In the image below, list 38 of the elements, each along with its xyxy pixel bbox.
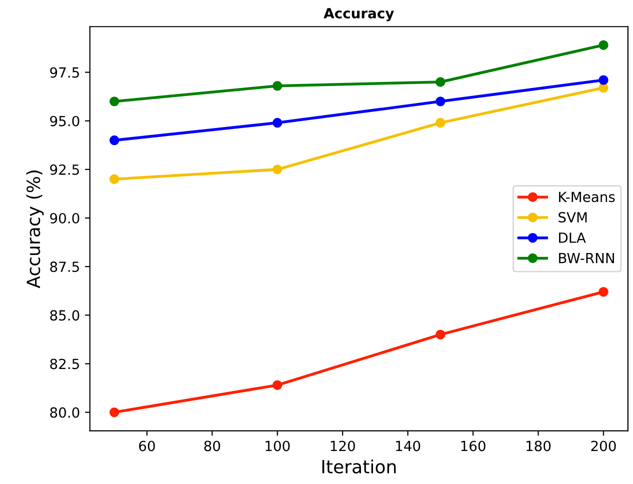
y-tick-label: 82.5 — [50, 358, 79, 370]
x-tick-label: 100 — [266, 440, 290, 452]
y-tick-label: 95.0 — [50, 116, 80, 126]
y-tick-label: 80.0 — [50, 407, 80, 418]
x-tick-label: 140 — [396, 440, 420, 452]
y-tick-label: 87.5 — [50, 262, 79, 272]
chart-title: Accuracy — [324, 8, 394, 22]
y-tick-label: 85.0 — [50, 310, 80, 321]
point — [109, 135, 120, 146]
point — [109, 407, 120, 418]
point — [272, 380, 282, 390]
y-axis-title: Accuracy (%) — [26, 170, 44, 288]
point — [272, 81, 282, 91]
legend-label: DLA — [559, 232, 586, 243]
point — [272, 164, 282, 174]
x-tick-label: 160 — [461, 440, 486, 452]
y-tick-label: 92.5 — [50, 164, 79, 175]
x-tick-label: 180 — [526, 440, 551, 452]
x-tick-label: 60 — [139, 440, 155, 452]
x-axis-title: Iteration — [322, 459, 396, 474]
y-tick-label: 97.5 — [50, 67, 79, 78]
point — [109, 96, 120, 106]
point — [598, 40, 608, 50]
point — [272, 118, 282, 128]
point — [436, 77, 446, 87]
point — [436, 118, 446, 128]
point — [598, 286, 608, 297]
point — [436, 96, 446, 106]
y-tick-label: 90.0 — [50, 212, 80, 224]
x-tick-label: 200 — [591, 440, 616, 452]
point — [436, 330, 446, 340]
x-tick-label: 120 — [330, 440, 355, 452]
point — [109, 174, 120, 184]
legend-label: BW-RNN — [559, 252, 614, 264]
x-tick-label: 80 — [204, 440, 220, 452]
legend-label: K-Means — [559, 192, 615, 202]
point — [598, 75, 608, 85]
legend-label: SVM — [558, 212, 587, 223]
